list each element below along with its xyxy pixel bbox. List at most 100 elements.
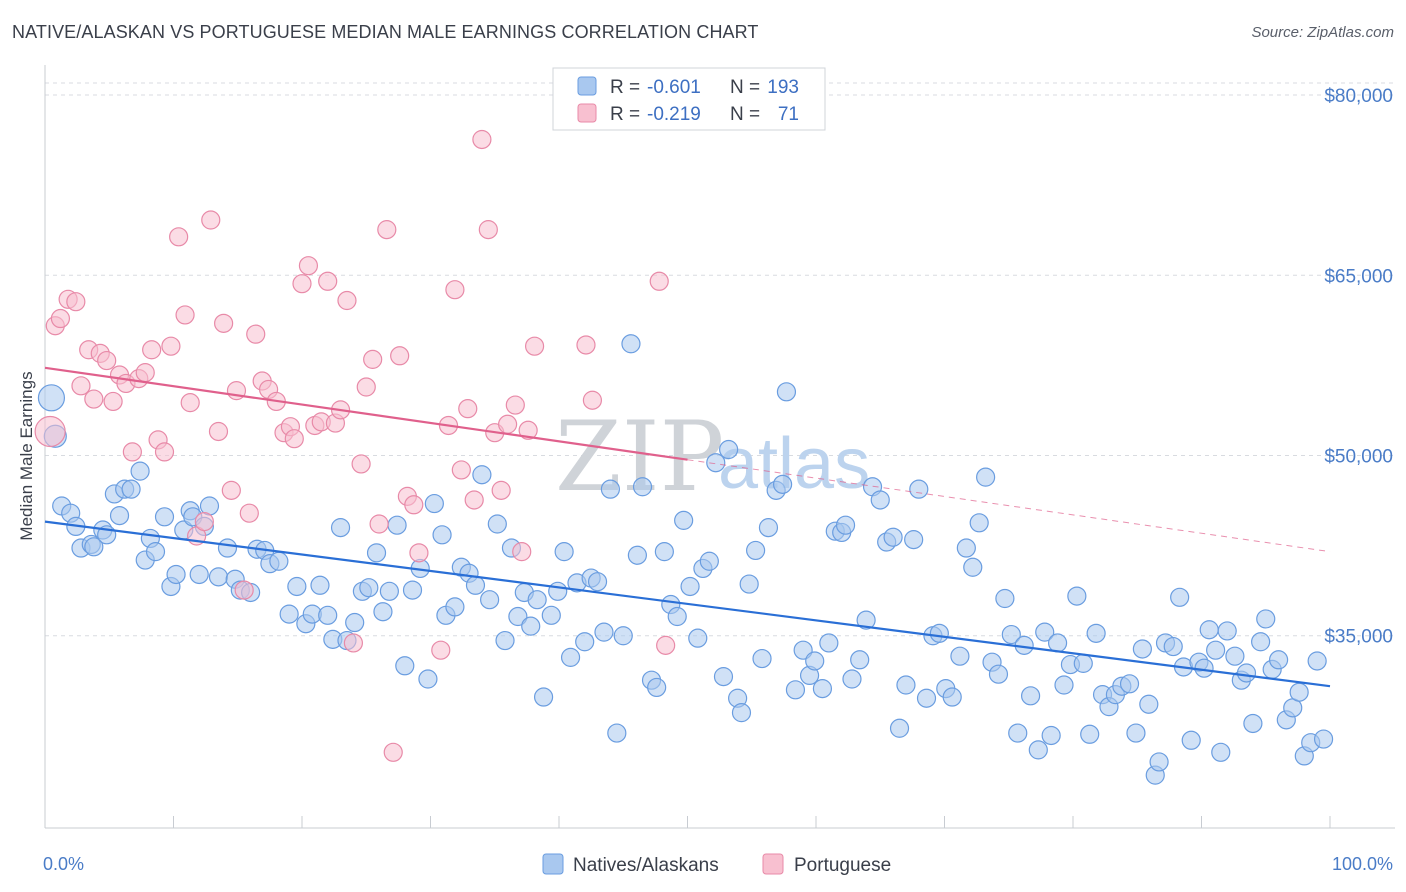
data-point [835,515,856,535]
data-point [495,630,515,651]
data-point [524,336,545,356]
data-point [1217,621,1237,641]
data-point [208,421,229,442]
trend-line-portuguese-extension [687,459,1331,553]
data-point [269,551,289,571]
data-point [1086,623,1106,643]
data-point [201,210,221,230]
data-point [1307,651,1327,671]
data-point [1313,729,1334,749]
data-point [284,429,304,449]
data-point [548,581,568,601]
data-point [916,688,937,708]
data-point [383,742,403,762]
watermark-atlas: atlas [718,424,870,504]
legend-bottom-label-natives: Natives/Alaskans [573,855,719,876]
y-axis-label: Median Male Earnings [17,371,36,540]
data-point [870,490,890,510]
data-point [351,454,371,474]
data-point [1028,740,1048,760]
data-point [805,651,825,671]
data-point [505,395,525,415]
data-point [356,377,376,397]
data-point [850,650,870,670]
series-portuguese [34,129,676,762]
data-point [472,129,492,150]
data-point [34,415,66,448]
data-point [746,540,766,561]
data-point [234,580,254,600]
data-point [491,480,511,500]
data-point [298,256,319,276]
data-point [739,574,759,594]
data-point [318,605,338,625]
data-point [613,626,633,646]
data-point [373,602,393,622]
data-point [359,578,379,598]
data-point [1080,724,1100,744]
legend-r-value-portuguese: -0.219 [647,104,701,125]
data-point [819,633,839,653]
correlation-legend: R = -0.601 N = 193 R = -0.219 N = 71 [552,67,826,131]
data-point [963,557,983,577]
data-point [1289,682,1309,702]
data-point [161,336,181,356]
legend-n-label-natives: N = [730,77,760,98]
data-point [1225,646,1245,666]
data-point [97,350,117,371]
legend-r-label-natives: R = [610,77,640,98]
y-tick-label: $65,000 [1324,266,1393,287]
data-point [1199,620,1219,640]
data-point [464,490,484,510]
data-point [1139,694,1159,714]
data-point [889,718,910,738]
data-point [1041,725,1061,746]
data-point [1047,633,1068,653]
data-point [1001,624,1021,645]
data-point [345,612,365,633]
data-point [310,575,330,595]
data-point [480,590,500,610]
data-point [812,679,833,699]
data-point [731,703,752,723]
data-point [1268,650,1289,670]
data-point [330,518,351,538]
data-point [130,461,150,481]
legend-n-label-portuguese: N = [730,104,760,125]
data-point [478,220,498,240]
data-point [109,505,130,526]
data-point [194,511,214,532]
legend-bottom-swatch-natives [542,853,564,875]
data-point [458,399,478,419]
data-point [404,495,424,515]
data-point [909,479,929,499]
legend-box [552,67,826,131]
data-point [772,474,793,494]
data-point [929,623,949,643]
data-point [379,581,399,601]
data-point [576,335,596,355]
data-point [1132,639,1152,659]
data-point [904,530,924,550]
data-point [337,290,357,311]
data-point [627,545,647,565]
data-point [465,575,486,595]
data-point [976,467,996,487]
data-point [575,632,595,652]
data-point [896,675,916,695]
data-point [103,391,123,412]
data-point [1073,653,1093,673]
data-point [527,590,547,610]
data-point [582,390,603,410]
legend-r-label-portuguese: R = [610,104,640,125]
data-point [587,572,608,592]
data-point [154,442,175,462]
data-point [169,227,189,247]
data-point [1067,586,1087,606]
data-point [135,363,155,383]
data-point [950,646,970,666]
data-point [343,633,363,653]
data-point [533,687,554,707]
source-credit: Source: ZipAtlas.com [1251,24,1394,41]
